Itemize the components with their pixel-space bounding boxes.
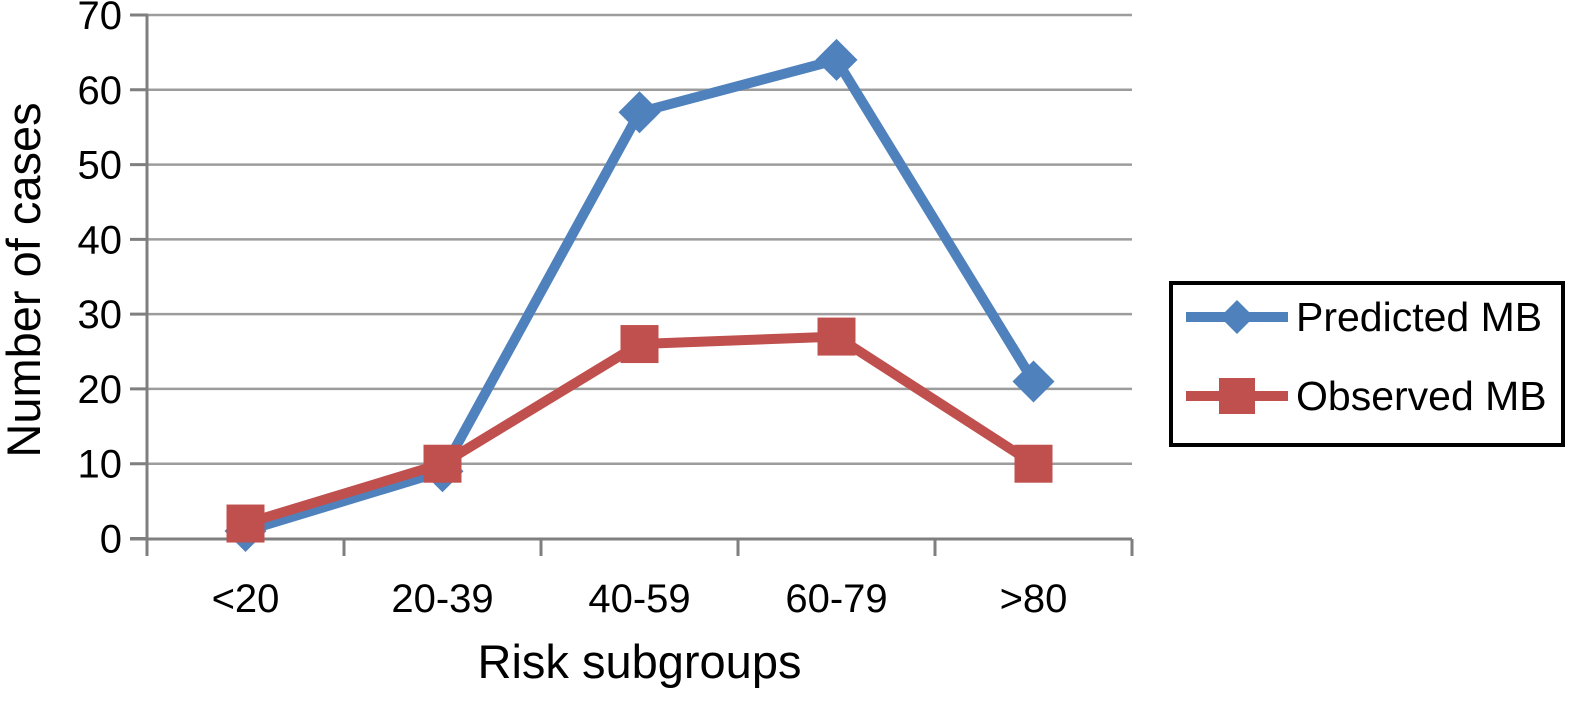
y-tick-labels: 0 10 20 30 40 50 60 70 (78, 0, 123, 562)
legend-label: Predicted MB (1296, 294, 1542, 340)
x-tick-label: 20-39 (391, 577, 493, 621)
data-point-marker (1014, 444, 1053, 483)
x-tick-label: 60-79 (785, 577, 887, 621)
legend: Predicted MB Observed MB (1169, 281, 1565, 447)
data-point-marker (226, 504, 265, 543)
legend-marker-diamond (1220, 300, 1254, 334)
y-tick-label: 40 (78, 218, 123, 262)
y-tick-label: 20 (78, 368, 123, 412)
y-tick-label: 60 (78, 69, 123, 113)
data-point-marker (817, 317, 856, 356)
legend-box (1169, 281, 1565, 447)
legend-entry: Observed MB (1186, 373, 1547, 419)
y-tick-label: 70 (78, 0, 123, 38)
series-observed-mb (226, 317, 1053, 543)
data-point-marker (618, 91, 661, 134)
y-tick-label: 10 (78, 443, 123, 487)
x-tick-label: <20 (212, 577, 280, 621)
data-point-marker (423, 444, 462, 483)
data-point-marker (620, 325, 659, 364)
data-point-marker (1012, 360, 1055, 403)
legend-label: Observed MB (1296, 373, 1547, 419)
data-point-marker (815, 38, 858, 81)
x-tick-label: 40-59 (588, 577, 690, 621)
y-tick-label: 0 (100, 518, 122, 562)
axes (130, 13, 1134, 556)
legend-entry: Predicted MB (1186, 294, 1542, 340)
y-tick-label: 30 (78, 293, 123, 337)
y-tick-label: 50 (78, 144, 123, 188)
x-tick-label: >80 (1000, 577, 1068, 621)
y-axis-title: Number of cases (0, 102, 50, 457)
legend-marker-square (1219, 378, 1255, 414)
gridlines (147, 13, 1132, 465)
x-tick-labels: <20 20-39 40-59 60-79 >80 (212, 577, 1068, 621)
x-axis-title: Risk subgroups (478, 635, 802, 688)
